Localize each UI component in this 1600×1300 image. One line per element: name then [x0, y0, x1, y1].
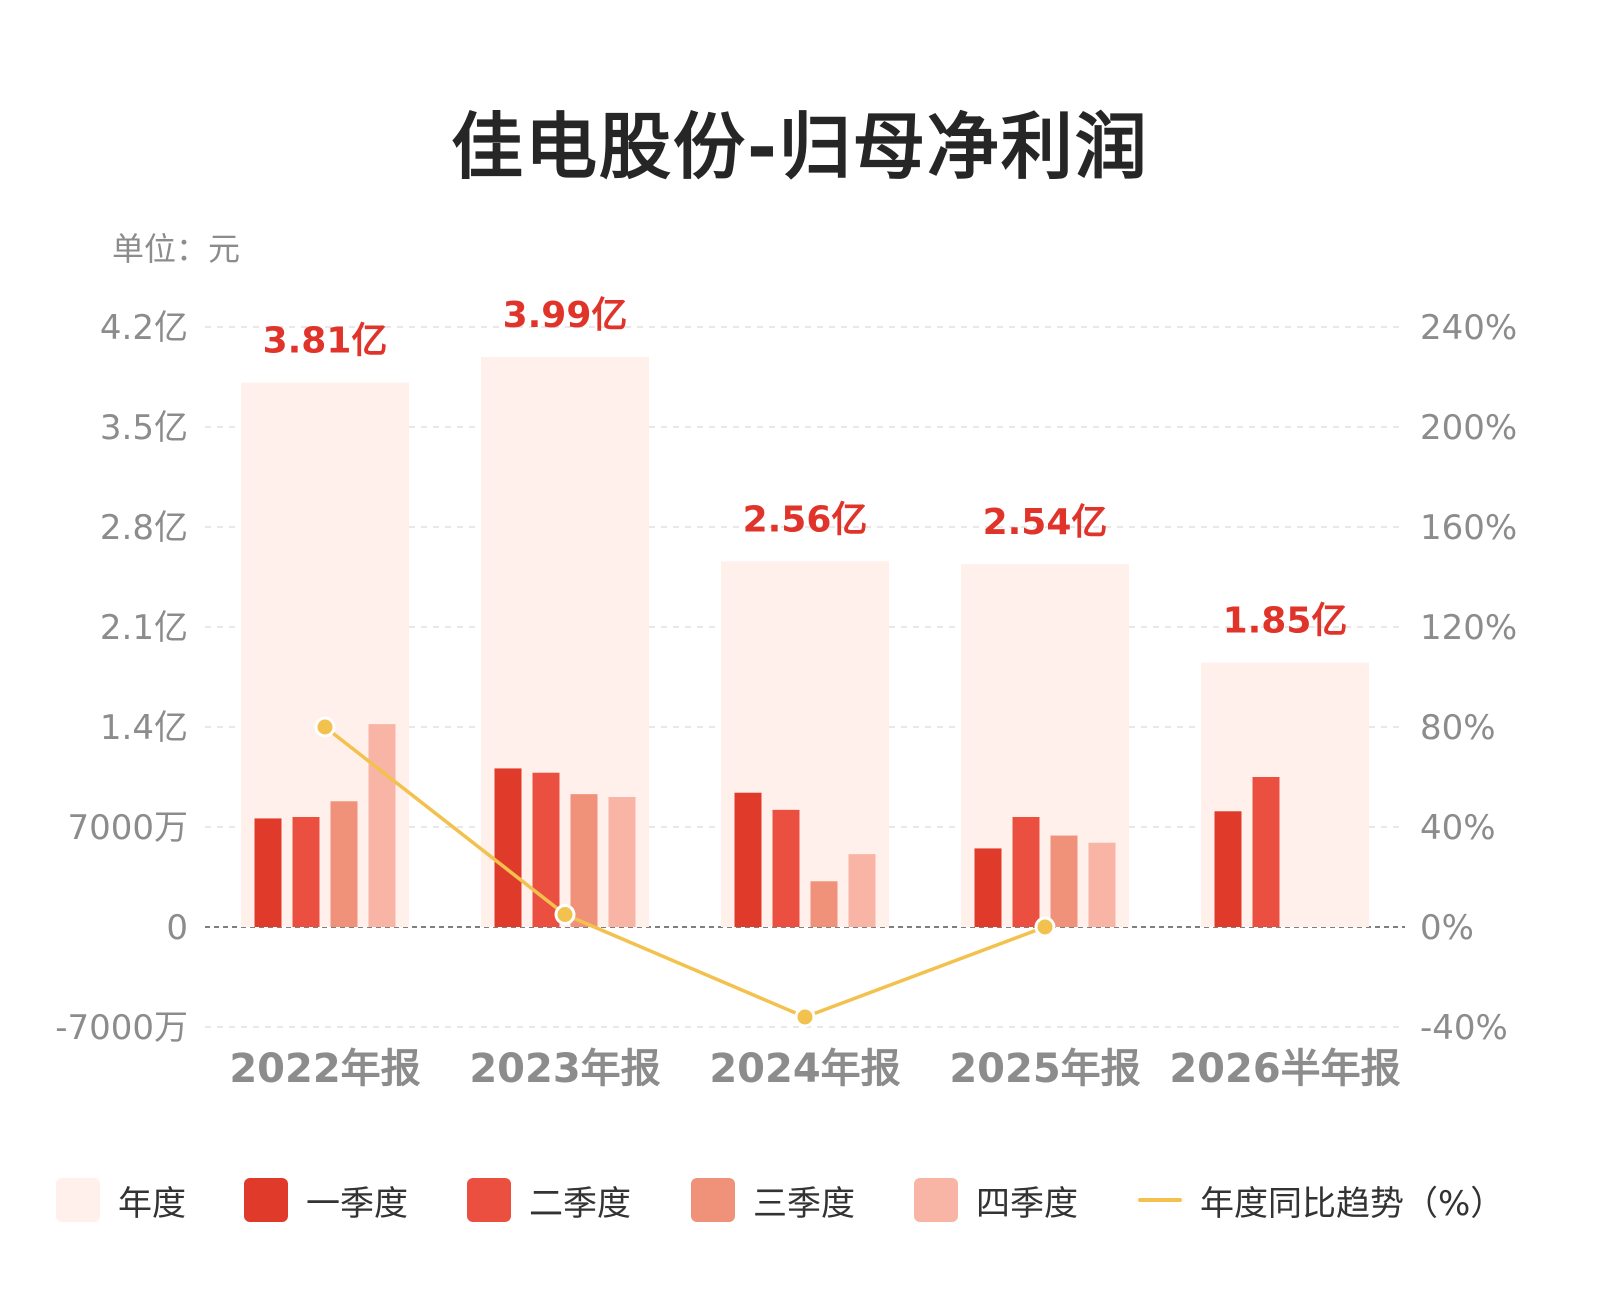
q1-bar	[254, 818, 282, 927]
category-label: 2023年报	[469, 1046, 660, 1092]
annual-bars	[241, 357, 1369, 927]
left-tick-label: -7000万	[55, 1008, 188, 1048]
category-label: 2024年报	[709, 1046, 900, 1092]
q3-bar	[330, 801, 358, 927]
legend-label: 三季度	[753, 1183, 855, 1224]
right-tick-label: 240%	[1420, 308, 1517, 348]
q2-bar	[1012, 817, 1040, 927]
q2-bar	[292, 817, 320, 927]
left-tick-label: 2.8亿	[100, 508, 188, 548]
q1-bar	[494, 768, 522, 927]
category-label: 2025年报	[949, 1046, 1140, 1092]
left-tick-label: 1.4亿	[100, 708, 188, 748]
left-tick-label: 7000万	[67, 808, 188, 848]
legend-label: 二季度	[529, 1183, 631, 1224]
legend-swatch	[56, 1178, 100, 1222]
q1-bar	[1214, 811, 1242, 927]
right-tick-label: 160%	[1420, 508, 1517, 548]
legend-item-yoy_line: 年度同比趋势（%）	[1138, 1170, 1504, 1230]
annual-total-label: 3.81亿	[263, 321, 388, 362]
legend-swatch	[691, 1178, 735, 1222]
yoy-point	[554, 904, 576, 925]
legend-item-q3: 三季度	[691, 1170, 855, 1230]
right-tick-label: 200%	[1420, 408, 1517, 448]
right-tick-label: 40%	[1420, 808, 1496, 848]
quarter-bars	[254, 724, 1280, 927]
yoy-line	[314, 716, 1056, 1028]
annual-total-label: 2.54亿	[983, 502, 1108, 543]
annual-total-label: 2.56亿	[743, 499, 868, 540]
yoy-point	[794, 1006, 816, 1028]
legend: 年度 一季度 二季度 三季度 四季度 年度同比趋势（%）	[56, 1170, 1556, 1230]
right-tick-label: 0%	[1420, 908, 1474, 948]
q2-bar	[1252, 777, 1280, 927]
q1-bar	[734, 792, 762, 927]
legend-item-q2: 二季度	[467, 1170, 631, 1230]
category-label: 2022年报	[229, 1046, 420, 1092]
right-tick-label: 80%	[1420, 708, 1496, 748]
q3-bar	[570, 794, 598, 927]
legend-label: 四季度	[976, 1183, 1078, 1224]
legend-swatch	[1138, 1198, 1182, 1202]
q4-bar	[848, 854, 876, 927]
legend-swatch	[244, 1178, 288, 1222]
legend-label: 一季度	[306, 1183, 408, 1224]
q3-bar	[810, 881, 838, 927]
yoy-point	[314, 716, 336, 738]
right-tick-label: -40%	[1420, 1008, 1508, 1048]
q4-bar	[1088, 842, 1116, 927]
left-tick-label: 2.1亿	[100, 608, 188, 648]
right-tick-label: 120%	[1420, 608, 1517, 648]
q4-bar	[368, 724, 396, 927]
q3-bar	[1050, 835, 1078, 927]
legend-label: 年度同比趋势（%）	[1200, 1183, 1505, 1224]
left-tick-label: 3.5亿	[100, 408, 188, 448]
legend-swatch	[914, 1178, 958, 1222]
left-tick-label: 0	[166, 908, 188, 948]
q2-bar	[772, 809, 800, 927]
annual-total-label: 1.85亿	[1223, 601, 1348, 642]
q4-bar	[608, 797, 636, 927]
left-tick-label: 4.2亿	[100, 308, 188, 348]
yoy-trend-line	[323, 725, 1046, 1019]
chart-title: 佳电股份-归母净利润	[451, 105, 1149, 189]
legend-item-annual: 年度	[56, 1170, 186, 1230]
annual-total-label: 3.99亿	[503, 295, 628, 336]
chart-labels: -7000万 0 7000万 1.4亿 2.1亿 2.8亿 3.5亿 4.2亿 -40% 0% 40…	[55, 295, 1517, 1092]
legend-label: 年度	[118, 1183, 186, 1224]
legend-item-q1: 一季度	[244, 1170, 408, 1230]
category-label: 2026半年报	[1169, 1046, 1400, 1092]
yoy-point	[1034, 916, 1056, 938]
q1-bar	[974, 848, 1002, 927]
legend-item-q4: 四季度	[914, 1170, 1078, 1230]
q2-bar	[532, 772, 560, 927]
unit-label: 单位：元	[112, 230, 241, 268]
legend-swatch	[467, 1178, 511, 1222]
